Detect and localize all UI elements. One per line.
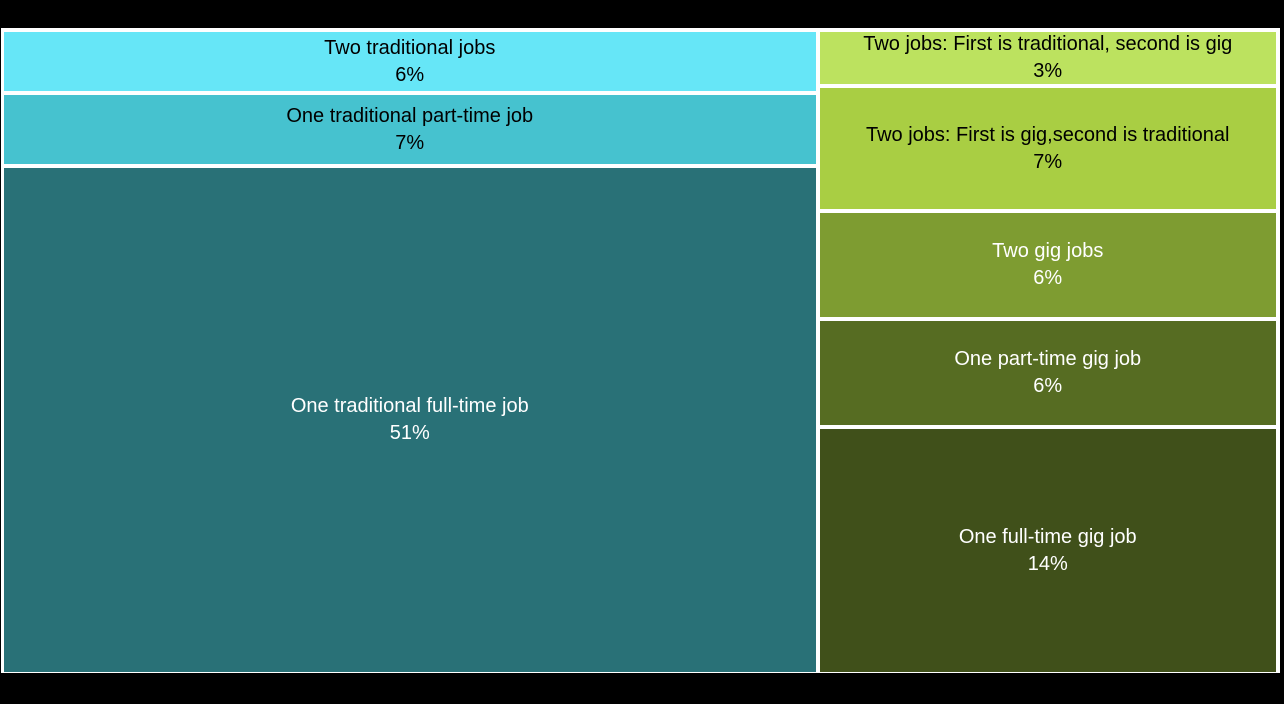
- treemap-cell-value: 7%: [1033, 150, 1063, 173]
- treemap-cell-value: 14%: [1027, 552, 1068, 575]
- treemap-cell[interactable]: One traditional full-time job 51%: [4, 168, 816, 672]
- treemap-cell[interactable]: One part-time gig job 6%: [819, 321, 1276, 426]
- treemap-cell-label: Two jobs: First is gig,second is traditi…: [866, 123, 1230, 146]
- treemap-cell-label: One part-time gig job: [954, 348, 1142, 371]
- treemap-cell[interactable]: Two traditional jobs 6%: [4, 32, 816, 92]
- treemap-cell-label: Two traditional jobs: [324, 36, 496, 59]
- treemap-cell-label: One traditional part-time job: [286, 104, 534, 127]
- treemap-cell[interactable]: Two gig jobs 6%: [819, 213, 1276, 318]
- treemap-cell-label: One traditional full-time job: [290, 395, 529, 418]
- treemap-cell-value: 7%: [395, 131, 425, 154]
- treemap-cell-label: One full-time gig job: [958, 525, 1137, 548]
- treemap-cell[interactable]: One full-time gig job 14%: [819, 429, 1276, 672]
- treemap-cell-value: 6%: [1033, 267, 1063, 290]
- treemap-cell-label: Two gig jobs: [992, 240, 1104, 263]
- treemap-column-gig-jobs: Two jobs: First is traditional, second i…: [819, 32, 1276, 672]
- treemap-cell-value: 6%: [395, 63, 425, 86]
- treemap-cell[interactable]: Two jobs: First is gig,second is traditi…: [819, 88, 1276, 210]
- treemap-cell[interactable]: One traditional part-time job 7%: [4, 95, 816, 165]
- treemap-cell-label: Two jobs: First is traditional, second i…: [863, 33, 1233, 55]
- treemap-cell-value: 3%: [1033, 60, 1063, 82]
- treemap-column-traditional-jobs: Two traditional jobs 6% One traditional pa…: [4, 32, 816, 672]
- treemap-cell-value: 51%: [389, 422, 430, 445]
- treemap-cell[interactable]: Two jobs: First is traditional, second i…: [819, 32, 1276, 84]
- treemap-chart: Two traditional jobs 6% One traditional pa…: [1, 28, 1280, 673]
- treemap-cell-value: 6%: [1033, 375, 1063, 398]
